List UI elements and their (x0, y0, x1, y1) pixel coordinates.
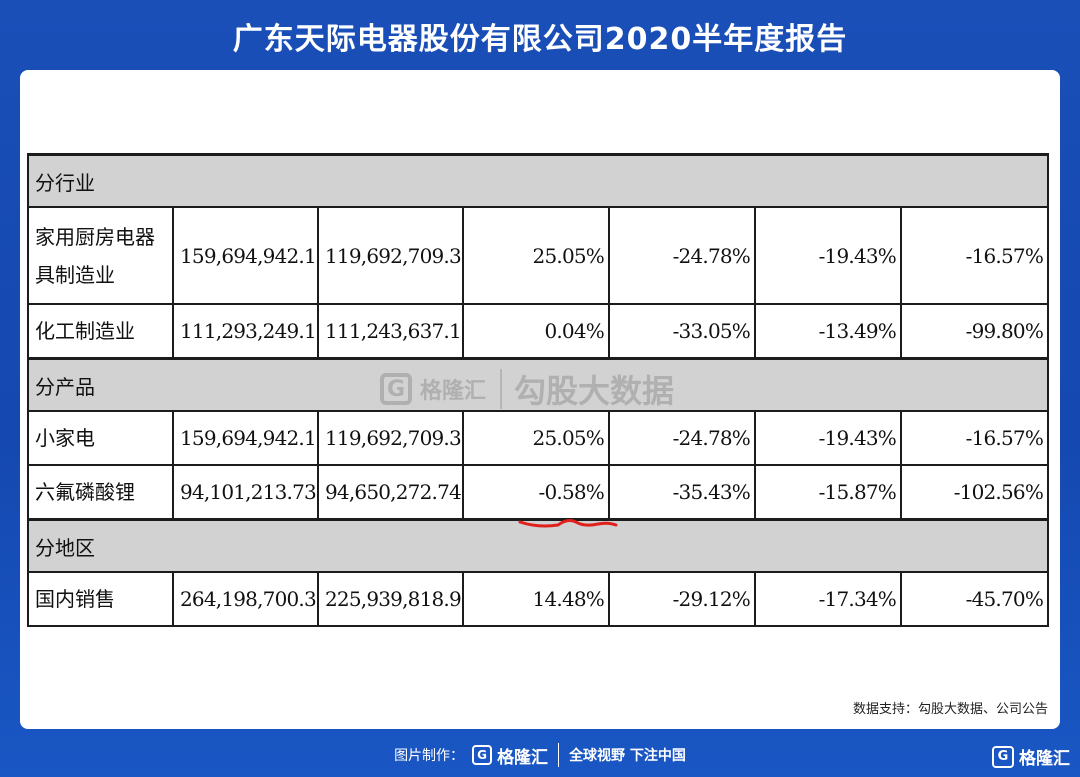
row-name: 家用厨房电器具制造业 (27, 206, 174, 305)
table-row: 化工制造业 111,293,249.11 111,243,637.10 0.04… (27, 303, 1050, 360)
row-name: 化工制造业 (27, 303, 174, 360)
cell-value: 25.05% (462, 410, 610, 466)
table-row: 小家电 159,694,942.11 119,692,709.30 25.05%… (27, 410, 1050, 466)
row-name: 六氟磷酸锂 (27, 464, 174, 521)
cell-value: -16.57% (899, 206, 1050, 305)
footer-label: 图片制作： (394, 748, 465, 764)
cell-value: -24.78% (608, 410, 756, 466)
section-label: 分产品 (26, 357, 1050, 412)
cell-value: 111,293,249.11 (172, 303, 319, 360)
cell-value: -17.34% (754, 571, 902, 627)
table-row: 国内销售 264,198,700.33 225,939,818.90 14.48… (27, 571, 1050, 627)
cell-value: -19.43% (754, 206, 902, 305)
cell-value: 94,650,272.74 (317, 464, 464, 521)
footer-bar: 图片制作： G 格隆汇 全球视野 下注中国 (0, 741, 1080, 769)
cell-value: -29.12% (608, 571, 756, 627)
cell-value: -16.57% (899, 410, 1050, 466)
row-name: 小家电 (27, 410, 174, 466)
section-label: 分行业 (26, 153, 1050, 208)
cell-value: 111,243,637.10 (317, 303, 464, 360)
cell-value: -33.05% (608, 303, 756, 360)
cell-value: 159,694,942.11 (172, 410, 319, 466)
section-row-industry: 分行业 (26, 153, 1050, 208)
footer-logo-icon: G (472, 745, 493, 765)
cell-value: 94,101,213.73 (172, 464, 319, 521)
cell-value: 0.04% (462, 303, 610, 360)
footer-brand: 格隆汇 (497, 747, 549, 768)
cell-value: -24.78% (608, 206, 756, 305)
section-row-product: 分产品 (26, 357, 1050, 412)
section-label: 分地区 (26, 518, 1050, 573)
cell-value: -19.43% (754, 410, 902, 466)
footer-slogan: 全球视野 下注中国 (569, 748, 686, 764)
cell-value: -15.87% (754, 464, 902, 521)
source-note: 数据支持：勾股大数据、公司公告 (852, 702, 1048, 717)
corner-brand-name: 格隆汇 (1019, 749, 1070, 769)
cell-value: 159,694,942.11 (172, 206, 319, 305)
row-name: 国内销售 (27, 571, 174, 627)
footer-divider (558, 743, 560, 767)
cell-value: 264,198,700.33 (172, 571, 319, 627)
cell-value: 119,692,709.30 (317, 410, 464, 466)
content-panel: 分行业 家用厨房电器具制造业 159,694,942.11 119,692,70… (20, 70, 1060, 729)
cell-value: -102.56% (899, 464, 1050, 521)
table-row: 家用厨房电器具制造业 159,694,942.11 119,692,709.30… (27, 206, 1050, 305)
cell-value: 225,939,818.90 (317, 571, 464, 627)
cell-value: 25.05% (462, 206, 610, 305)
cell-value: 119,692,709.30 (317, 206, 464, 305)
cell-value: 14.48% (462, 571, 610, 627)
cell-value: -99.80% (899, 303, 1050, 360)
section-row-region: 分地区 (26, 518, 1050, 573)
financial-table: 分行业 家用厨房电器具制造业 159,694,942.11 119,692,70… (26, 153, 1050, 627)
report-title: 广东天际电器股份有限公司2020半年度报告 (232, 22, 848, 57)
corner-logo-icon: G (992, 745, 1014, 768)
cell-value: -13.49% (754, 303, 902, 360)
corner-brand: G 格隆汇 (992, 744, 1070, 769)
table-row: 六氟磷酸锂 94,101,213.73 94,650,272.74 -0.58%… (27, 464, 1050, 521)
cell-value: -35.43% (608, 464, 756, 521)
cell-value: -45.70% (899, 571, 1050, 627)
cell-value-highlighted: -0.58% (462, 464, 610, 521)
